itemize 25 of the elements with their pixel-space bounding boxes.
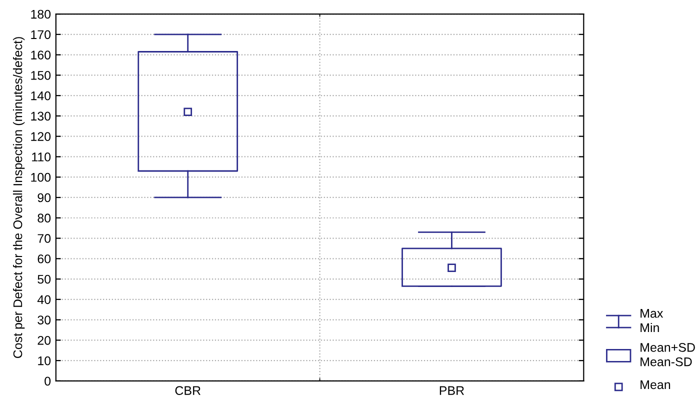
- y-tick-label: 50: [38, 274, 51, 284]
- text: Max Min: [640, 309, 664, 332]
- y-tick-label: 60: [38, 254, 51, 264]
- y-tick-label: 180: [31, 10, 51, 19]
- y-tick-label: 30: [38, 316, 51, 324]
- y-tick-label: 160: [31, 50, 51, 60]
- y-tick-label: 130: [31, 112, 51, 121]
- y-tick-label: 110: [32, 152, 51, 162]
- y-tick-label: 90: [38, 193, 51, 202]
- text: Mean: [640, 380, 670, 390]
- y-tick-label: 150: [31, 70, 51, 80]
- y-tick-label: 120: [31, 132, 51, 141]
- x-tick-label: PBR: [440, 386, 464, 395]
- y-tick-label: 80: [38, 214, 51, 223]
- y-tick-label: 140: [31, 91, 51, 100]
- y-tick-label: 20: [38, 336, 51, 345]
- y-axis-title: Cost per Defect for the Overall Inspection (minutes/defect): [12, 37, 25, 358]
- y-tick-label: 0: [44, 376, 51, 386]
- y-tick-label: 170: [31, 30, 51, 40]
- x-tick-label: CBR: [175, 386, 200, 395]
- y-tick-label: 10: [38, 356, 51, 366]
- y-tick-label: 70: [38, 234, 51, 243]
- text: Mean+SD Mean-SD: [640, 343, 695, 366]
- y-tick-label: 40: [37, 295, 51, 304]
- y-tick-label: 100: [31, 172, 51, 182]
